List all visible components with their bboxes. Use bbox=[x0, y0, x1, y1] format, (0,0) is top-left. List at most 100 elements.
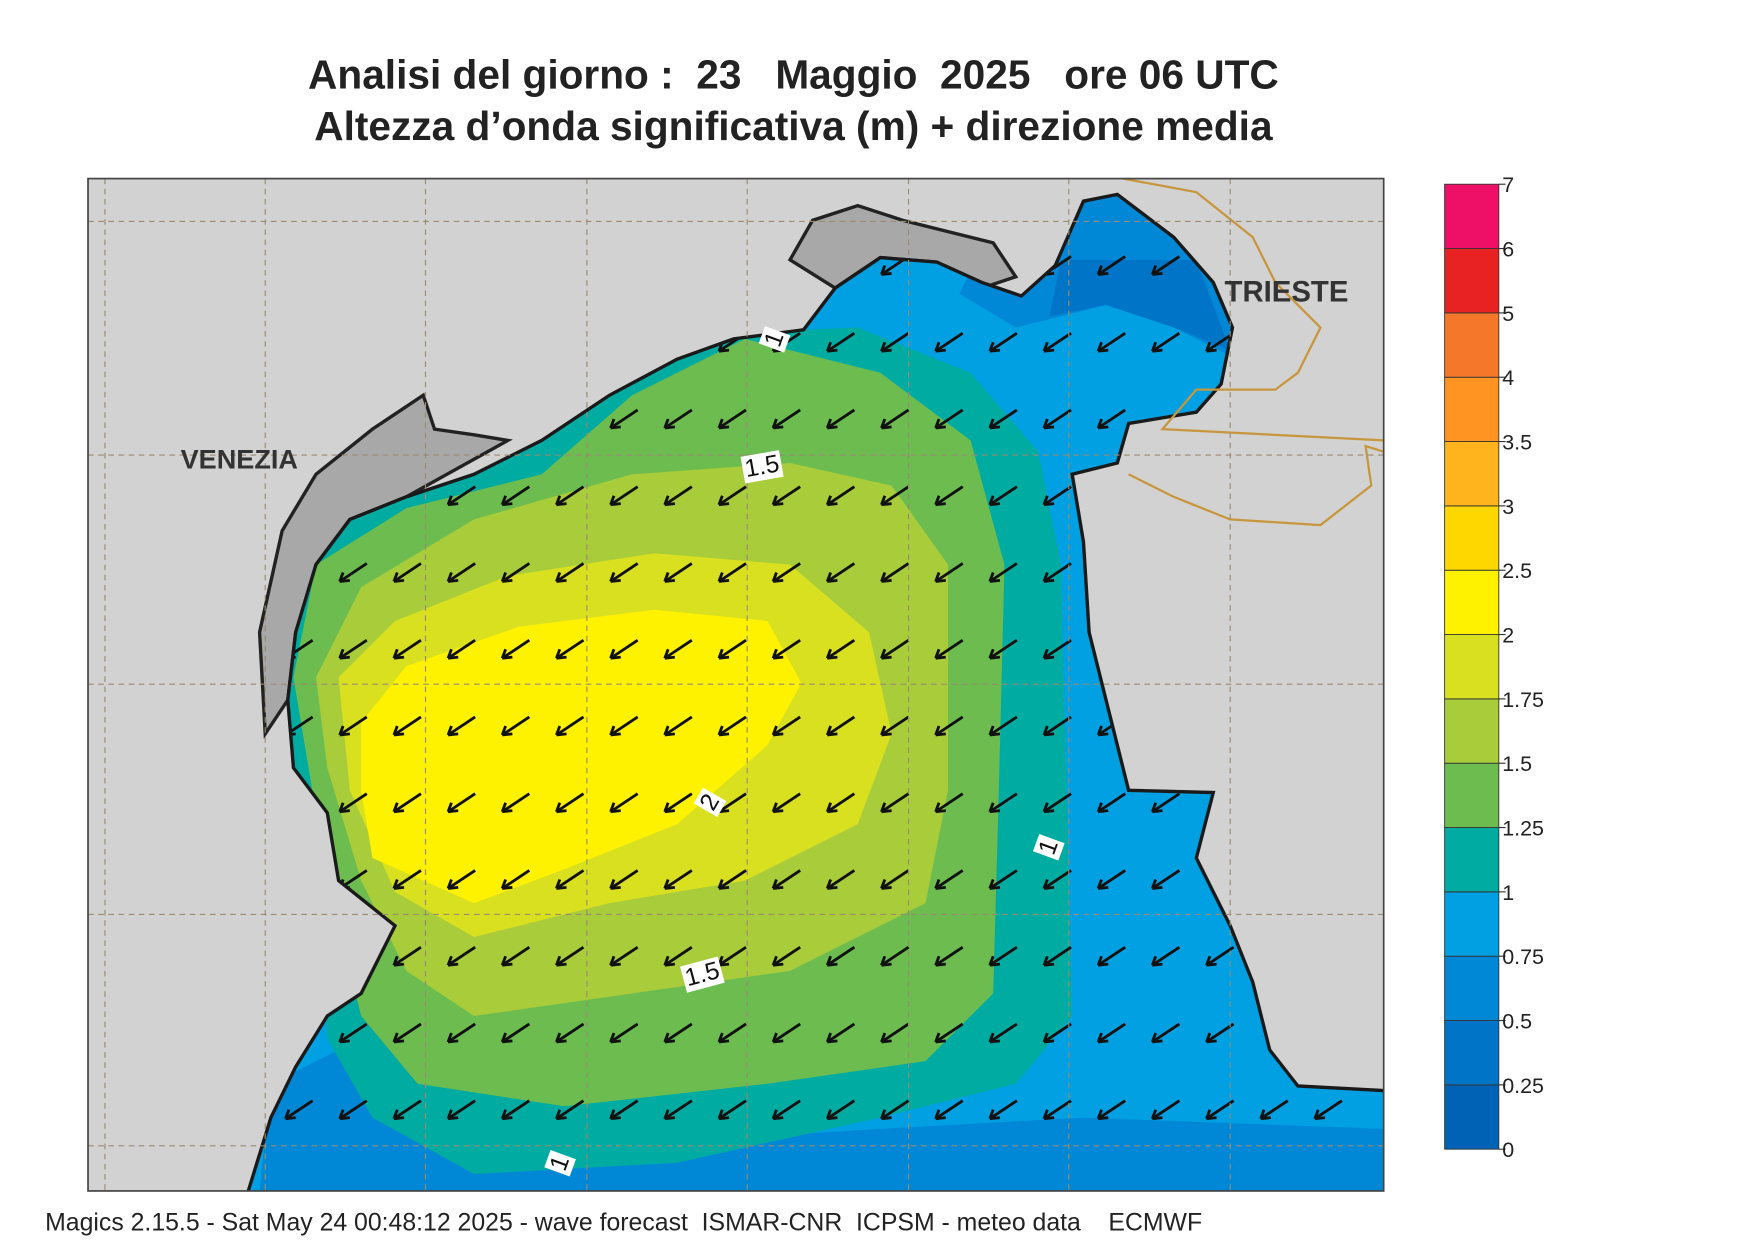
arrow bbox=[609, 945, 639, 967]
arrow bbox=[934, 792, 964, 814]
arrow bbox=[500, 639, 531, 660]
arrow bbox=[284, 1099, 314, 1121]
arrow bbox=[446, 869, 476, 890]
arrow bbox=[880, 869, 910, 890]
arrow bbox=[1150, 1099, 1181, 1121]
arrow bbox=[1205, 1099, 1235, 1121]
arrow bbox=[880, 408, 910, 430]
arrow bbox=[446, 945, 476, 967]
arrow bbox=[825, 639, 856, 660]
map-frame bbox=[87, 177, 1385, 1192]
arrow bbox=[500, 715, 531, 737]
footer: Magics 2.15.5 - Sat May 24 00:48:12 2025… bbox=[45, 1209, 1202, 1236]
arrow bbox=[1096, 869, 1127, 890]
contour-label-text: 1.5 bbox=[743, 450, 782, 483]
arrow bbox=[500, 485, 531, 507]
arrow bbox=[771, 945, 801, 967]
arrow bbox=[934, 485, 964, 507]
colorbar-label: 0.25 bbox=[1502, 1074, 1544, 1098]
arrow bbox=[1096, 792, 1127, 814]
arrow bbox=[1042, 408, 1072, 430]
arrow bbox=[1042, 485, 1072, 507]
arrow bbox=[663, 562, 693, 583]
arrow bbox=[934, 332, 964, 353]
arrow bbox=[446, 792, 476, 814]
contour-label: 1 bbox=[544, 1150, 576, 1177]
arrow bbox=[1042, 1022, 1072, 1044]
colorbar-segment bbox=[1444, 1084, 1500, 1150]
arrow bbox=[1042, 869, 1072, 890]
arrow bbox=[609, 639, 639, 660]
arrow bbox=[1042, 639, 1072, 660]
arrow bbox=[825, 1022, 856, 1044]
arrow bbox=[609, 1022, 639, 1044]
arrow bbox=[825, 869, 856, 890]
band-0-25 bbox=[1049, 259, 1231, 351]
arrow bbox=[825, 485, 856, 507]
map-area bbox=[88, 178, 1384, 1191]
arrow bbox=[1150, 255, 1181, 276]
colorbar-label: 0.5 bbox=[1502, 1009, 1532, 1033]
arrow bbox=[663, 1022, 693, 1044]
arrow bbox=[988, 639, 1018, 660]
arrow bbox=[338, 1022, 368, 1044]
arrow bbox=[500, 945, 531, 967]
arrow bbox=[555, 715, 585, 737]
arrow bbox=[717, 869, 747, 890]
arrow bbox=[500, 869, 531, 890]
arrow bbox=[446, 1099, 476, 1121]
arrow bbox=[555, 945, 585, 967]
arrow bbox=[663, 869, 693, 890]
arrow bbox=[663, 485, 693, 507]
arrow bbox=[1096, 332, 1127, 353]
arrow bbox=[1042, 1099, 1072, 1121]
arrow bbox=[663, 1099, 693, 1121]
arrow bbox=[825, 945, 856, 967]
arrow bbox=[338, 562, 368, 583]
arrow bbox=[771, 408, 801, 430]
place-label: TRIESTE bbox=[1225, 276, 1349, 309]
arrow bbox=[1150, 945, 1181, 967]
arrow bbox=[1042, 715, 1072, 737]
colorbar-segment bbox=[1444, 183, 1500, 250]
colorbar-segment bbox=[1444, 827, 1500, 893]
arrow bbox=[771, 562, 801, 583]
arrow bbox=[934, 408, 964, 430]
arrow bbox=[500, 792, 531, 814]
arrow bbox=[392, 792, 422, 814]
arrow bbox=[609, 408, 639, 430]
arrow bbox=[609, 792, 639, 814]
colorbar-segment bbox=[1444, 634, 1500, 700]
arrow bbox=[825, 715, 856, 737]
colorbar-label: 4 bbox=[1502, 366, 1514, 390]
arrow bbox=[1042, 792, 1072, 814]
colorbar-segment bbox=[1444, 891, 1500, 957]
colorbar-label: 1.5 bbox=[1502, 752, 1532, 776]
arrow bbox=[392, 639, 422, 660]
arrow bbox=[771, 1022, 801, 1044]
contour-label: 1 bbox=[1032, 834, 1065, 861]
arrow bbox=[934, 1022, 964, 1044]
colorbar-label: 1 bbox=[1502, 881, 1514, 905]
arrow bbox=[609, 485, 639, 507]
colorbar-segment bbox=[1444, 698, 1500, 764]
arrow bbox=[338, 715, 368, 737]
arrow bbox=[663, 639, 693, 660]
arrow bbox=[1096, 408, 1127, 430]
arrow bbox=[338, 639, 368, 660]
arrow bbox=[392, 1099, 422, 1121]
arrow bbox=[1096, 1022, 1127, 1044]
arrow bbox=[825, 562, 856, 583]
arrow bbox=[988, 562, 1018, 583]
arrow bbox=[1096, 1099, 1127, 1121]
arrow bbox=[771, 1099, 801, 1121]
arrow bbox=[717, 1022, 747, 1044]
arrow bbox=[392, 1022, 422, 1044]
arrow bbox=[555, 869, 585, 890]
arrow bbox=[555, 1022, 585, 1044]
arrow bbox=[717, 715, 747, 737]
arrow bbox=[934, 869, 964, 890]
arrow bbox=[825, 408, 856, 430]
